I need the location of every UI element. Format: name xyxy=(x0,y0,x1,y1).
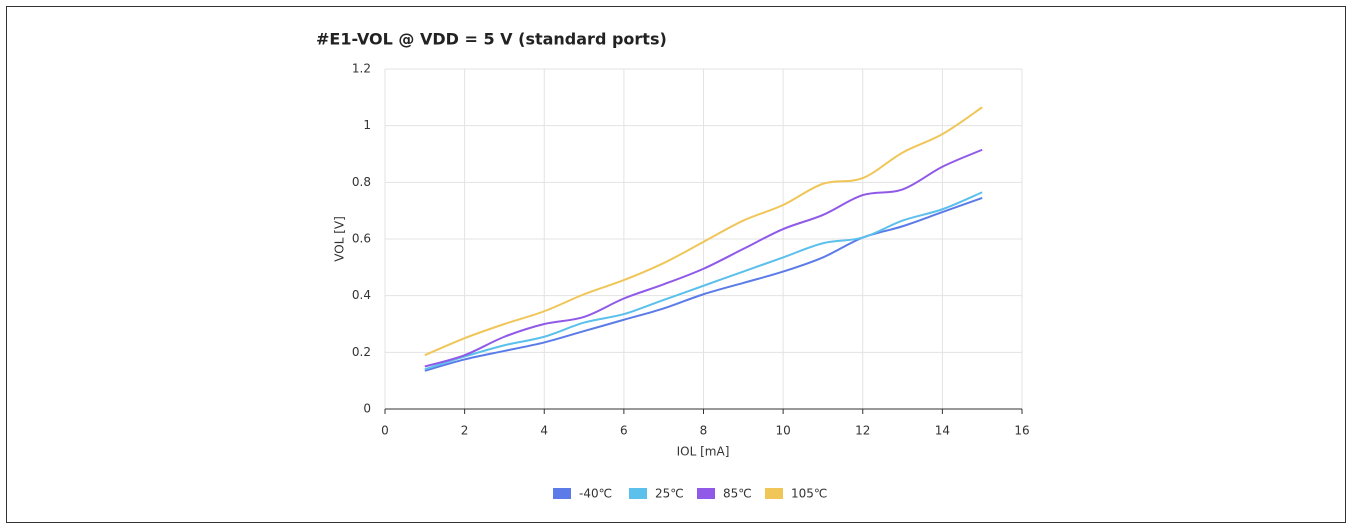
y-tick-label: 0.6 xyxy=(352,232,371,246)
x-tick-label: 12 xyxy=(855,424,870,438)
legend-swatch xyxy=(553,488,571,499)
legend-swatch xyxy=(697,488,715,499)
x-tick-label: 0 xyxy=(381,424,389,438)
y-tick-label: 0.4 xyxy=(352,288,371,302)
series-line xyxy=(424,191,983,371)
y-tick-label: 1.2 xyxy=(352,62,371,76)
x-tick-label: 2 xyxy=(461,424,469,438)
y-tick-label: 0 xyxy=(363,402,371,416)
legend-label: -40℃ xyxy=(579,487,612,501)
legend-swatch xyxy=(629,488,647,499)
x-tick-label: 6 xyxy=(620,424,628,438)
x-tick-label: 8 xyxy=(700,424,708,438)
x-axis-label: IOL [mA] xyxy=(677,445,730,459)
y-tick-label: 0.2 xyxy=(352,345,371,359)
y-axis-label: VOL [V] xyxy=(333,216,347,262)
legend-label: 105℃ xyxy=(791,487,827,501)
series-line xyxy=(424,106,983,357)
legend-swatch xyxy=(765,488,783,499)
x-tick-label: 14 xyxy=(935,424,950,438)
y-tick-label: 0.8 xyxy=(352,175,371,189)
legend-label: 85℃ xyxy=(723,487,752,501)
y-tick-label: 1 xyxy=(363,118,371,132)
x-tick-label: 4 xyxy=(540,424,548,438)
chart-title: #E1-VOL @ VDD = 5 V (standard ports) xyxy=(316,30,667,49)
x-tick-label: 16 xyxy=(1014,424,1029,438)
frame xyxy=(6,6,1346,523)
legend-label: 25℃ xyxy=(655,487,684,501)
series-line xyxy=(424,196,983,372)
series-line xyxy=(424,148,983,368)
x-tick-label: 10 xyxy=(775,424,790,438)
